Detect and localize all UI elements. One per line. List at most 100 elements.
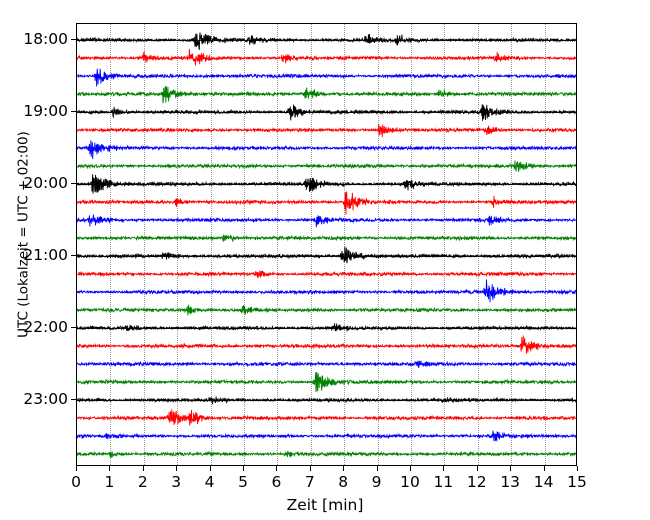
seismic-trace-20-15: [77, 189, 576, 215]
waveform-polyline: [77, 409, 576, 425]
x-tick-mark: [109, 466, 111, 471]
seismic-trace-19-15: [77, 117, 576, 143]
seismic-trace-19-45: [77, 153, 576, 179]
gridline-horizontal-hour: [77, 400, 576, 401]
x-tick-mark: [309, 466, 311, 471]
x-tick-label-3: 3: [171, 473, 182, 491]
waveform-polyline: [77, 271, 576, 278]
gridline-vertical: [411, 24, 412, 465]
waveform-polyline: [77, 32, 576, 49]
gridline-vertical: [310, 24, 312, 465]
x-tick-mark: [276, 466, 278, 471]
plot-area: [76, 23, 577, 466]
seismic-trace-22-15: [77, 333, 576, 359]
seismic-trace-19-30: [77, 135, 576, 161]
gridline-vertical: [444, 24, 446, 465]
x-axis-tick-labels: 0 1 2 3 4 5 6 7 8 9 10 11 12 13 14 15: [0, 473, 650, 495]
seismic-trace-18-15: [77, 45, 576, 71]
gridline-vertical: [210, 24, 212, 465]
gridline-vertical: [177, 24, 179, 465]
waveform-polyline: [77, 336, 576, 354]
x-tick-mark: [209, 466, 211, 471]
gridline-vertical: [110, 24, 112, 465]
waveform-polyline: [77, 86, 576, 103]
y-axis-tick-marks: [71, 0, 77, 520]
gridline-horizontal-hour: [77, 328, 576, 329]
y-tick-label-21-00: 21:00: [23, 246, 68, 264]
seismic-trace-21-15: [77, 261, 576, 287]
y-tick-label-19-00: 19:00: [23, 102, 68, 120]
x-tick-label-0: 0: [71, 473, 81, 491]
x-tick-mark: [142, 466, 144, 471]
y-axis-title: UTC (Lokalzeit = UTC + 02:00): [15, 131, 32, 338]
waveform-polyline: [77, 280, 576, 303]
x-tick-mark: [443, 466, 445, 471]
gridline-horizontal-hour: [77, 40, 576, 41]
x-tick-label-8: 8: [338, 473, 349, 491]
x-tick-label-11: 11: [433, 473, 454, 491]
y-tick-mark: [71, 39, 76, 40]
waveform-polyline: [77, 235, 576, 242]
x-tick-label-12: 12: [466, 473, 487, 491]
x-tick-label-6: 6: [271, 473, 282, 491]
seismic-trace-20-30: [77, 207, 576, 233]
seismic-trace-22-45: [77, 369, 576, 395]
y-tick-label-23-00: 23:00: [23, 390, 68, 408]
x-tick-label-7: 7: [304, 473, 315, 491]
waveform-polyline: [77, 214, 576, 227]
x-tick-label-4: 4: [204, 473, 215, 491]
y-tick-label-18-00: 18:00: [23, 30, 68, 48]
waveform-polyline: [77, 361, 576, 368]
waveform-polyline: [77, 191, 576, 214]
gridline-vertical: [477, 24, 479, 465]
x-tick-mark: [543, 466, 545, 471]
waveform-polyline: [77, 431, 576, 441]
gridline-vertical: [344, 24, 346, 465]
seismic-trace-22-30: [77, 351, 576, 377]
x-tick-mark: [510, 466, 512, 471]
seismic-trace-20-45: [77, 225, 576, 251]
waveform-polyline: [77, 140, 576, 159]
waveform-polyline: [77, 372, 576, 392]
gridline-horizontal-hour: [77, 112, 576, 113]
seismic-trace-18-30: [77, 63, 576, 89]
x-tick-mark: [410, 466, 411, 471]
x-tick-mark: [577, 466, 578, 471]
seismic-trace-23-30: [77, 423, 576, 449]
waveform-polyline: [77, 124, 576, 137]
y-tick-mark: [71, 111, 76, 112]
gridline-vertical: [143, 24, 145, 465]
seismic-trace-23-45: [77, 441, 576, 466]
seismic-trace-18-45: [77, 81, 576, 107]
waveform-polyline: [77, 451, 576, 458]
x-tick-mark: [76, 466, 77, 471]
x-tick-label-13: 13: [500, 473, 521, 491]
x-tick-label-9: 9: [371, 473, 382, 491]
seismic-trace-21-30: [77, 279, 576, 305]
x-tick-label-14: 14: [533, 473, 554, 491]
y-tick-label-22-00: 22:00: [23, 318, 68, 336]
x-tick-mark: [343, 466, 345, 471]
x-tick-mark: [376, 466, 378, 471]
gridline-horizontal-hour: [77, 256, 576, 257]
y-tick-label-20-00: 20:00: [23, 174, 68, 192]
y-tick-mark: [71, 183, 76, 184]
gridline-vertical: [544, 24, 546, 465]
gridline-vertical: [511, 24, 513, 465]
gridline-vertical: [244, 24, 245, 465]
y-tick-mark: [71, 327, 76, 328]
waveform-polyline: [77, 49, 576, 66]
x-axis-tick-marks: [76, 466, 578, 472]
x-tick-mark: [176, 466, 178, 471]
waveform-polyline: [77, 305, 576, 316]
x-tick-label-2: 2: [137, 473, 148, 491]
x-tick-mark: [476, 466, 478, 471]
x-tick-label-1: 1: [104, 473, 115, 491]
x-tick-label-15: 15: [567, 473, 587, 491]
gridline-vertical: [377, 24, 379, 465]
seismic-trace-23-15: [77, 405, 576, 431]
waveform-polyline: [77, 160, 576, 171]
waveform-polyline: [77, 69, 576, 87]
y-tick-mark: [71, 255, 76, 256]
